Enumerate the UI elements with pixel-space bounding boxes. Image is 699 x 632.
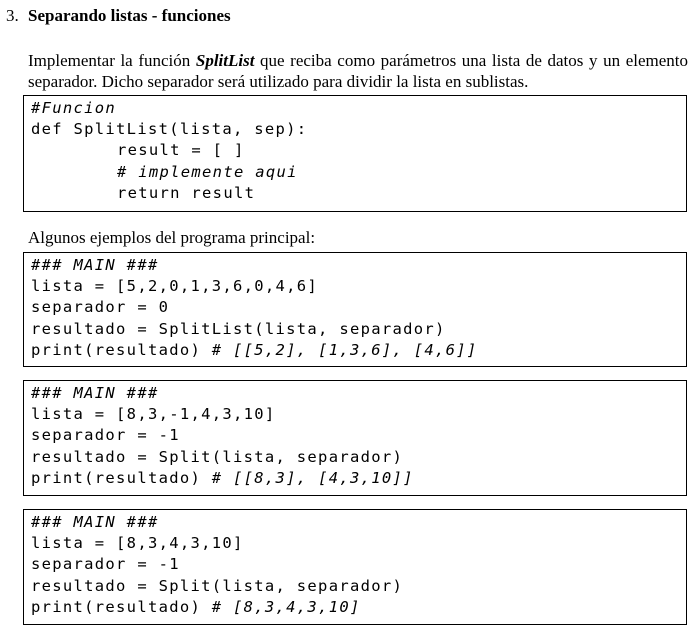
examples-label: Algunos ejemplos del programa principal: — [28, 228, 316, 247]
code-return-line: return result — [117, 183, 256, 202]
example-header: ### MAIN ### — [31, 513, 159, 531]
example-separador-line: separador = 0 — [31, 298, 170, 317]
intro-after: que reciba como parámetros una lista de … — [28, 51, 688, 91]
example-print-line: print(resultado) # [[8,3], [4,3,10]] — [31, 468, 686, 489]
example-separador-line: separador = -1 — [31, 426, 180, 445]
intro-before: Implementar la función — [28, 51, 196, 70]
example-code-box-1: ### MAIN ### lista = [5,2,0,1,3,6,0,4,6]… — [23, 252, 687, 367]
example-print-line: print(resultado) # [[5,2], [1,3,6], [4,6… — [31, 340, 686, 361]
example-print-code: print(resultado) — [31, 468, 212, 487]
example-print-code: print(resultado) — [31, 340, 212, 359]
intro-paragraph: Implementar la función SplitList que rec… — [28, 50, 688, 92]
example-print-line: print(resultado) # [8,3,4,3,10] — [31, 597, 686, 618]
code-result-line: result = [ ] — [117, 141, 245, 160]
definition-code-box: #Funcion def SplitList(lista, sep): resu… — [23, 95, 687, 212]
example-print-comment: # [[5,2], [1,3,6], [4,6]] — [211, 340, 478, 359]
section-number: 3. — [6, 6, 19, 25]
code-def-line: def SplitList(lista, sep): — [31, 120, 308, 139]
example-lista-line: lista = [8,3,-1,4,3,10] — [31, 405, 276, 424]
example-print-comment: # [[8,3], [4,3,10]] — [211, 468, 414, 487]
function-name: SplitList — [195, 51, 255, 70]
example-print-comment: # [8,3,4,3,10] — [211, 597, 361, 616]
example-print-code: print(resultado) — [31, 597, 212, 616]
example-code-box-3: ### MAIN ### lista = [8,3,4,3,10] separa… — [23, 509, 687, 625]
example-header: ### MAIN ### — [31, 384, 159, 402]
code-implement-comment: # implemente aqui — [117, 162, 298, 181]
example-lista-line: lista = [5,2,0,1,3,6,0,4,6] — [31, 277, 319, 296]
example-lista-line: lista = [8,3,4,3,10] — [31, 534, 244, 553]
example-code-box-2: ### MAIN ### lista = [8,3,-1,4,3,10] sep… — [23, 380, 687, 496]
section-heading: 3. Separando listas - funciones — [6, 6, 231, 26]
example-resultado-line: resultado = Split(lista, separador) — [31, 447, 404, 466]
example-header: ### MAIN ### — [31, 256, 159, 274]
code-comment: #Funcion — [31, 99, 117, 117]
example-separador-line: separador = -1 — [31, 555, 180, 574]
example-resultado-line: resultado = Split(lista, separador) — [31, 576, 404, 595]
section-title: Separando listas - funciones — [28, 6, 231, 25]
example-resultado-line: resultado = SplitList(lista, separador) — [31, 319, 446, 338]
